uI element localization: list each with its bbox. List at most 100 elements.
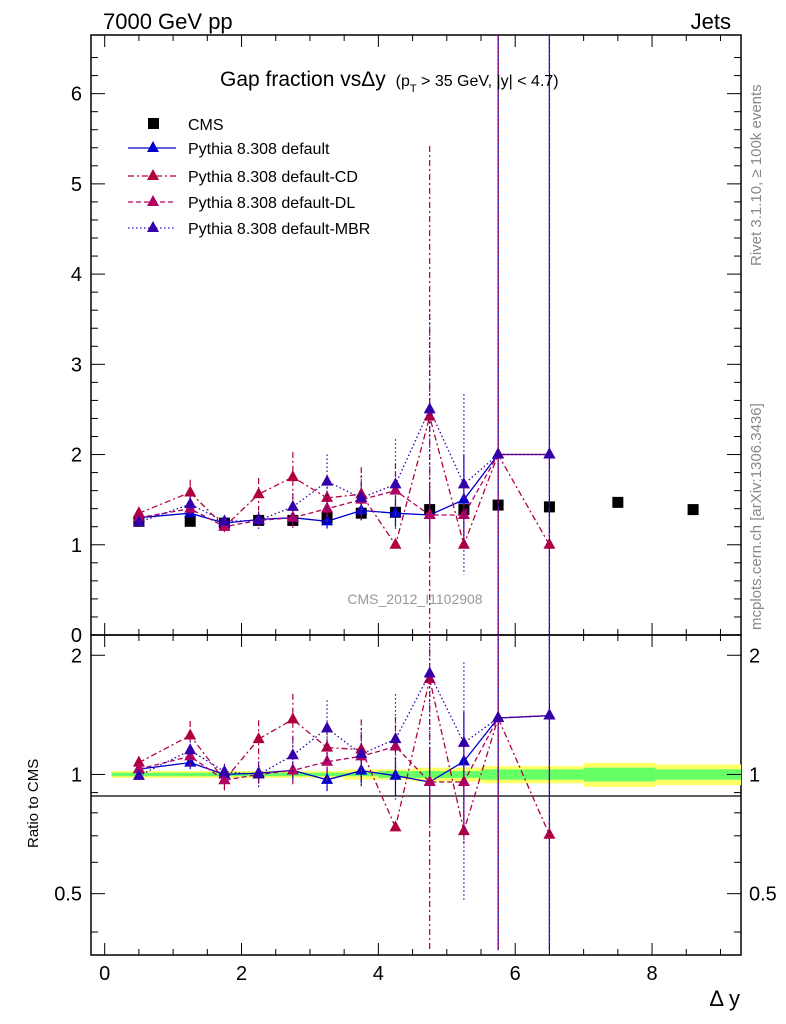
ratio-point-mbr — [543, 708, 556, 720]
ratio-point-mbr — [492, 710, 505, 722]
point-mbr — [543, 447, 556, 459]
legend-label-cd: Pythia 8.308 default-CD — [188, 169, 358, 186]
series-line-cd — [138, 414, 550, 547]
ratio-point-dl — [321, 754, 334, 766]
cms-data-point — [612, 496, 624, 508]
cms-data-point — [184, 515, 196, 527]
ratio-point-cd — [132, 755, 145, 767]
ratio-axis-label: Ratio to CMS — [25, 759, 42, 848]
y-tick-label-lower: 0.5 — [54, 884, 82, 906]
x-tick-label: 2 — [236, 963, 247, 985]
ratio-point-mbr — [423, 666, 436, 678]
legend-marker-dl — [147, 195, 159, 206]
point-dl — [423, 508, 436, 519]
x-tick-label: 4 — [373, 963, 384, 985]
band-inner — [523, 769, 584, 780]
ratio-point-mbr — [389, 732, 402, 744]
point-mbr — [321, 474, 334, 486]
point-mbr — [389, 477, 402, 489]
x-tick-label: 6 — [510, 963, 521, 985]
y-tick-label-upper: 5 — [71, 174, 82, 196]
point-dl — [286, 510, 299, 522]
ratio-point-dl — [457, 775, 470, 787]
point-cd — [184, 485, 197, 497]
legend-label-cms: CMS — [188, 117, 224, 134]
header-energy: 7000 GeV pp — [103, 9, 233, 34]
point-mbr — [218, 514, 231, 526]
ratio-point-dl — [389, 739, 402, 751]
y-tick-label-upper: 0 — [71, 625, 82, 647]
series-line-default — [138, 453, 550, 524]
series-line-mbr — [138, 407, 550, 523]
ratio-point-dl — [184, 749, 197, 761]
ratio-line-default — [138, 714, 550, 783]
ratio-line-cd — [138, 678, 550, 836]
legend-label-mbr: Pythia 8.308 default-MBR — [188, 221, 370, 238]
legend-label-dl: Pythia 8.308 default-DL — [188, 195, 355, 212]
ratio-point-mbr — [218, 764, 231, 776]
point-mbr — [355, 490, 368, 502]
y-tick-label-lower: 2 — [71, 645, 82, 667]
y-tick-label-upper: 6 — [71, 84, 82, 106]
point-cd — [252, 487, 265, 499]
ratio-point-cd — [184, 728, 197, 740]
ratio-point-cd — [389, 820, 402, 832]
legend-label-default: Pythia 8.308 default — [188, 141, 330, 158]
point-mbr — [286, 499, 299, 511]
ratio-point-dl — [423, 775, 436, 787]
band-inner — [655, 769, 741, 780]
analysis-tag: CMS_2012_I1102908 — [347, 591, 482, 607]
ratio-line-dl — [138, 714, 550, 783]
legend-marker-cms — [148, 118, 159, 129]
cms-data-point — [687, 504, 699, 516]
ratio-point-mbr — [132, 768, 145, 780]
ratio-point-cd — [286, 712, 299, 724]
band-inner — [583, 767, 656, 782]
band-inner — [164, 772, 208, 777]
series-line-dl — [138, 453, 550, 528]
lower-frame — [90, 634, 742, 956]
point-mbr — [252, 513, 265, 525]
ratio-point-default — [457, 754, 470, 766]
x-axis-label: Δ y — [709, 986, 740, 1011]
point-mbr — [457, 477, 470, 489]
point-dl — [389, 483, 402, 495]
point-cd — [286, 470, 299, 482]
side-mcplots: mcplots.cern.ch [arXiv:1306.3436] — [748, 403, 765, 630]
legend: CMS Pythia 8.308 default Pythia 8.308 de… — [128, 117, 370, 238]
y-tick-label-lower-right: 0.5 — [749, 884, 777, 906]
x-tick-label: 0 — [99, 963, 110, 985]
y-tick-label-lower-right: 2 — [749, 645, 760, 667]
point-mbr — [184, 497, 197, 509]
legend-marker-cd — [147, 169, 159, 180]
ratio-point-dl — [218, 773, 231, 785]
y-tick-label-upper: 3 — [71, 354, 82, 376]
point-mbr — [423, 402, 436, 414]
ratio-point-mbr — [286, 748, 299, 760]
x-tick-label: 8 — [646, 963, 657, 985]
ratio-point-mbr — [355, 747, 368, 759]
header-jets: Jets — [691, 9, 731, 34]
y-tick-label-upper: 2 — [71, 445, 82, 467]
y-tick-label-lower-right: 1 — [749, 764, 760, 786]
y-tick-label-upper: 4 — [71, 264, 82, 286]
ratio-point-mbr — [457, 735, 470, 747]
ratio-point-dl — [132, 762, 145, 774]
band-inner — [481, 769, 524, 780]
ratio-point-dl — [286, 763, 299, 775]
ratio-point-mbr — [184, 743, 197, 755]
plot-title: Gap fraction vsΔy (pT > 35 GeV, |y| < 4.… — [220, 68, 559, 95]
ratio-point-cd — [543, 827, 556, 839]
point-mbr — [492, 447, 505, 459]
ratio-point-mbr — [252, 767, 265, 779]
y-tick-label-lower: 1 — [71, 764, 82, 786]
point-dl — [457, 508, 470, 519]
ratio-point-cd — [252, 732, 265, 744]
legend-marker-default — [147, 141, 159, 152]
ratio-point-mbr — [321, 721, 334, 733]
y-tick-label-upper: 1 — [71, 535, 82, 557]
legend-marker-mbr — [147, 221, 159, 232]
point-mbr — [132, 515, 145, 527]
ratio-point-default — [184, 755, 197, 767]
